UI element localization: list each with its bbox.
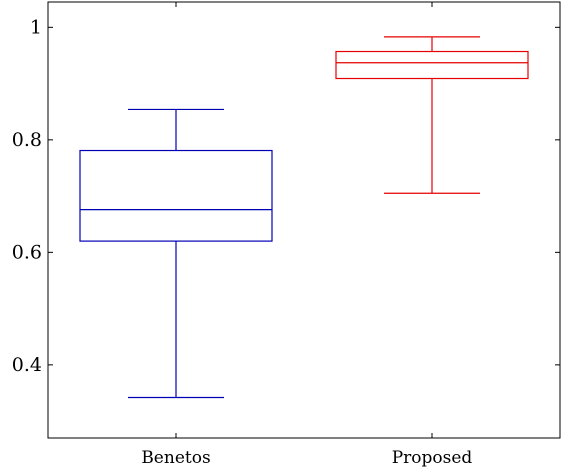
y-tick-label: 0.4 <box>12 354 42 376</box>
interquartile-box <box>79 149 273 242</box>
y-tick-label: 0.8 <box>12 129 42 151</box>
x-category-label-benetos: Benetos <box>141 448 210 468</box>
x-category-label-proposed: Proposed <box>392 448 473 468</box>
interquartile-box <box>335 50 529 80</box>
y-tick-label: 0.6 <box>12 241 42 263</box>
plot-frame <box>47 1 561 439</box>
box-proposed <box>335 36 529 194</box>
axes: 0.4 0.6 0.8 1 Benetos Proposed <box>12 1 561 468</box>
plot-area <box>79 36 529 399</box>
box-benetos <box>79 108 273 399</box>
y-tick-label: 1 <box>30 16 42 38</box>
